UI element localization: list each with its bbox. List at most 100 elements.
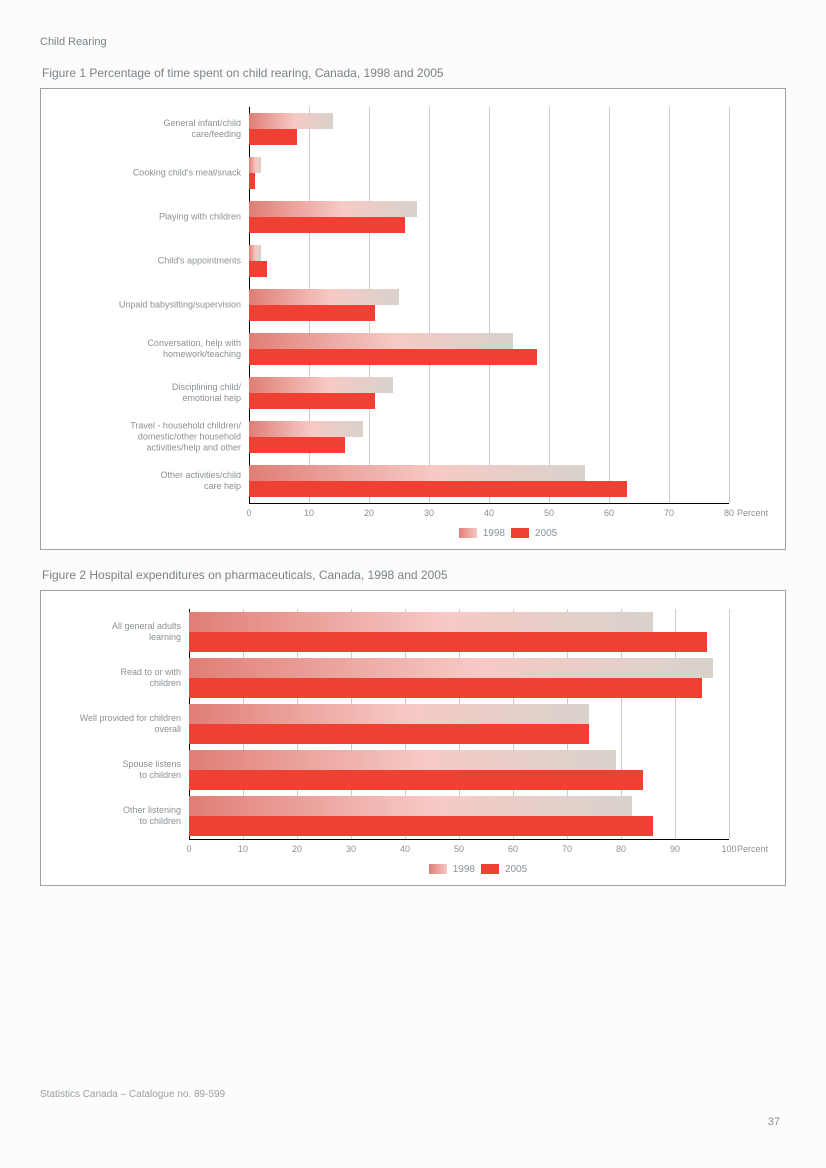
- bar-1998: [249, 157, 261, 173]
- chart-legend: 1998 2005: [249, 528, 767, 539]
- category-label: Well provided for childrenoverall: [61, 713, 181, 735]
- gridline: [729, 107, 730, 503]
- bar-1998: [189, 612, 653, 632]
- chart-category: All general adultslearning: [189, 609, 729, 655]
- bar-2005: [189, 678, 702, 698]
- x-tick: 20: [292, 844, 302, 854]
- bar-2005: [249, 261, 267, 277]
- figure1-title: Figure 1 Percentage of time spent on chi…: [42, 66, 786, 80]
- chart-plot: General infant/childcare/feedingCooking …: [249, 107, 729, 504]
- x-axis-labels: 01020304050607080Percent: [249, 508, 729, 522]
- category-label: Child's appointments: [61, 256, 241, 267]
- bar-2005: [249, 217, 405, 233]
- bar-1998: [249, 289, 399, 305]
- bar-2005: [249, 349, 537, 365]
- chart-category: Read to or withchildren: [189, 655, 729, 701]
- category-label: Read to or withchildren: [61, 667, 181, 689]
- bar-1998: [189, 704, 589, 724]
- category-label: Unpaid babysitting/supervision: [61, 300, 241, 311]
- bar-2005: [249, 129, 297, 145]
- bar-2005: [249, 481, 627, 497]
- x-tick: 40: [484, 508, 494, 518]
- chart-category: Disciplining child/emotional help: [249, 371, 729, 415]
- x-tick: 80: [724, 508, 734, 518]
- chart-category: Cooking child's meal/snack: [249, 151, 729, 195]
- bar-1998: [249, 245, 261, 261]
- chart-category: Playing with children: [249, 195, 729, 239]
- page-number: 37: [768, 1116, 780, 1128]
- bar-2005: [249, 173, 255, 189]
- x-tick: 10: [238, 844, 248, 854]
- chart-category: Spouse listensto children: [189, 747, 729, 793]
- bar-2005: [189, 770, 643, 790]
- x-tick: 30: [346, 844, 356, 854]
- category-label: All general adultslearning: [61, 621, 181, 643]
- bar-1998: [189, 750, 616, 770]
- x-tick: 30: [424, 508, 434, 518]
- x-tick: 70: [664, 508, 674, 518]
- x-unit: Percent: [737, 844, 768, 854]
- bar-1998: [249, 113, 333, 129]
- chart-category: Well provided for childrenoverall: [189, 701, 729, 747]
- chart-plot: All general adultslearningRead to or wit…: [189, 609, 729, 840]
- chart-category: Travel - household children/domestic/oth…: [249, 415, 729, 459]
- gridline: [729, 609, 730, 839]
- x-tick: 70: [562, 844, 572, 854]
- legend-label-1998: 1998: [483, 528, 505, 539]
- chart1: General infant/childcare/feedingCooking …: [59, 107, 767, 539]
- bar-2005: [249, 437, 345, 453]
- x-tick: 10: [304, 508, 314, 518]
- category-label: Other listeningto children: [61, 805, 181, 827]
- breadcrumb: Child Rearing: [40, 36, 786, 48]
- x-tick: 80: [616, 844, 626, 854]
- bar-2005: [189, 816, 653, 836]
- bar-2005: [249, 393, 375, 409]
- legend-label-2005: 2005: [535, 528, 557, 539]
- page: Child Rearing Figure 1 Percentage of tim…: [0, 0, 826, 1168]
- bar-1998: [249, 421, 363, 437]
- bar-2005: [189, 632, 707, 652]
- x-tick: 100: [721, 844, 736, 854]
- bar-2005: [249, 305, 375, 321]
- bar-1998: [249, 201, 417, 217]
- x-tick: 90: [670, 844, 680, 854]
- x-tick: 0: [186, 844, 191, 854]
- category-label: Playing with children: [61, 212, 241, 223]
- chart-legend: 1998 2005: [189, 864, 767, 875]
- figure2-title: Figure 2 Hospital expenditures on pharma…: [42, 568, 786, 582]
- chart1-frame: General infant/childcare/feedingCooking …: [40, 88, 786, 550]
- legend-swatch-2005: [511, 528, 529, 538]
- bar-2005: [189, 724, 589, 744]
- bar-1998: [249, 465, 585, 481]
- chart-category: Unpaid babysitting/supervision: [249, 283, 729, 327]
- category-label: Cooking child's meal/snack: [61, 168, 241, 179]
- legend-label-2005: 2005: [505, 864, 527, 875]
- x-tick: 20: [364, 508, 374, 518]
- bar-1998: [189, 796, 632, 816]
- category-label: Other activities/childcare help: [61, 470, 241, 492]
- x-unit: Percent: [737, 508, 768, 518]
- category-label: Disciplining child/emotional help: [61, 382, 241, 404]
- x-tick: 0: [246, 508, 251, 518]
- chart-category: General infant/childcare/feeding: [249, 107, 729, 151]
- category-label: Spouse listensto children: [61, 759, 181, 781]
- x-tick: 60: [604, 508, 614, 518]
- source-line: Statistics Canada – Catalogue no. 89-599: [40, 1089, 225, 1100]
- x-tick: 50: [454, 844, 464, 854]
- category-label: Travel - household children/domestic/oth…: [61, 421, 241, 454]
- chart-category: Other activities/childcare help: [249, 459, 729, 503]
- x-axis-labels: 0102030405060708090100Percent: [189, 844, 729, 858]
- legend-swatch-1998: [459, 528, 477, 538]
- legend-swatch-1998: [429, 864, 447, 874]
- bar-1998: [189, 658, 713, 678]
- x-tick: 60: [508, 844, 518, 854]
- chart2: All general adultslearningRead to or wit…: [59, 609, 767, 875]
- legend-label-1998: 1998: [453, 864, 475, 875]
- chart-category: Other listeningto children: [189, 793, 729, 839]
- chart-category: Conversation, help withhomework/teaching: [249, 327, 729, 371]
- category-label: Conversation, help withhomework/teaching: [61, 338, 241, 360]
- x-tick: 40: [400, 844, 410, 854]
- chart-category: Child's appointments: [249, 239, 729, 283]
- bar-1998: [249, 333, 513, 349]
- category-label: General infant/childcare/feeding: [61, 118, 241, 140]
